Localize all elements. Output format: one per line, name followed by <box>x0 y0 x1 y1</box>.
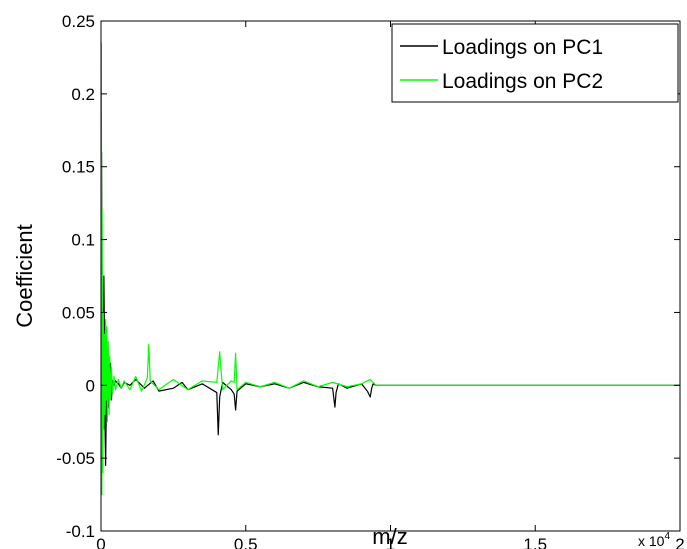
x-exponent-label: x 104 <box>638 531 670 549</box>
y-tick-label: 0 <box>86 376 95 395</box>
legend: Loadings on PC1 Loadings on PC2 <box>391 23 679 103</box>
tick-labels-layer: 0 0.5 1 1.5 2 -0.1 -0.05 0 0.05 0.1 0.15 0.2 0.25 <box>56 12 684 549</box>
legend-box <box>391 23 679 103</box>
x-tick-label: 1 <box>386 535 395 549</box>
x-exponent-base: x 10 <box>638 533 665 549</box>
series-line-pc2 <box>101 42 680 496</box>
y-axis-label: Coefficient <box>12 224 37 328</box>
series-layer <box>101 42 680 496</box>
y-tick-label: 0.2 <box>71 85 95 104</box>
x-exponent-power: 4 <box>664 531 670 542</box>
ticks-layer <box>100 20 681 532</box>
y-tick-label: 0.05 <box>62 303 95 322</box>
y-tick-label: 0.1 <box>71 231 95 250</box>
y-tick-label: -0.05 <box>56 449 95 468</box>
x-tick-label: 0 <box>96 535 105 549</box>
x-tick-label: 0.5 <box>234 535 258 549</box>
legend-label-pc1: Loadings on PC1 <box>442 36 603 59</box>
x-axis-label: m/z <box>372 524 407 549</box>
y-tick-label: 0.15 <box>62 158 95 177</box>
x-tick-label: 2 <box>675 535 684 549</box>
y-tick-label: -0.1 <box>66 522 95 541</box>
x-tick-label: 1.5 <box>523 535 547 549</box>
legend-label-pc2: Loadings on PC2 <box>442 70 603 93</box>
y-tick-label: 0.25 <box>62 12 95 31</box>
series-line-pc1 <box>101 151 680 467</box>
